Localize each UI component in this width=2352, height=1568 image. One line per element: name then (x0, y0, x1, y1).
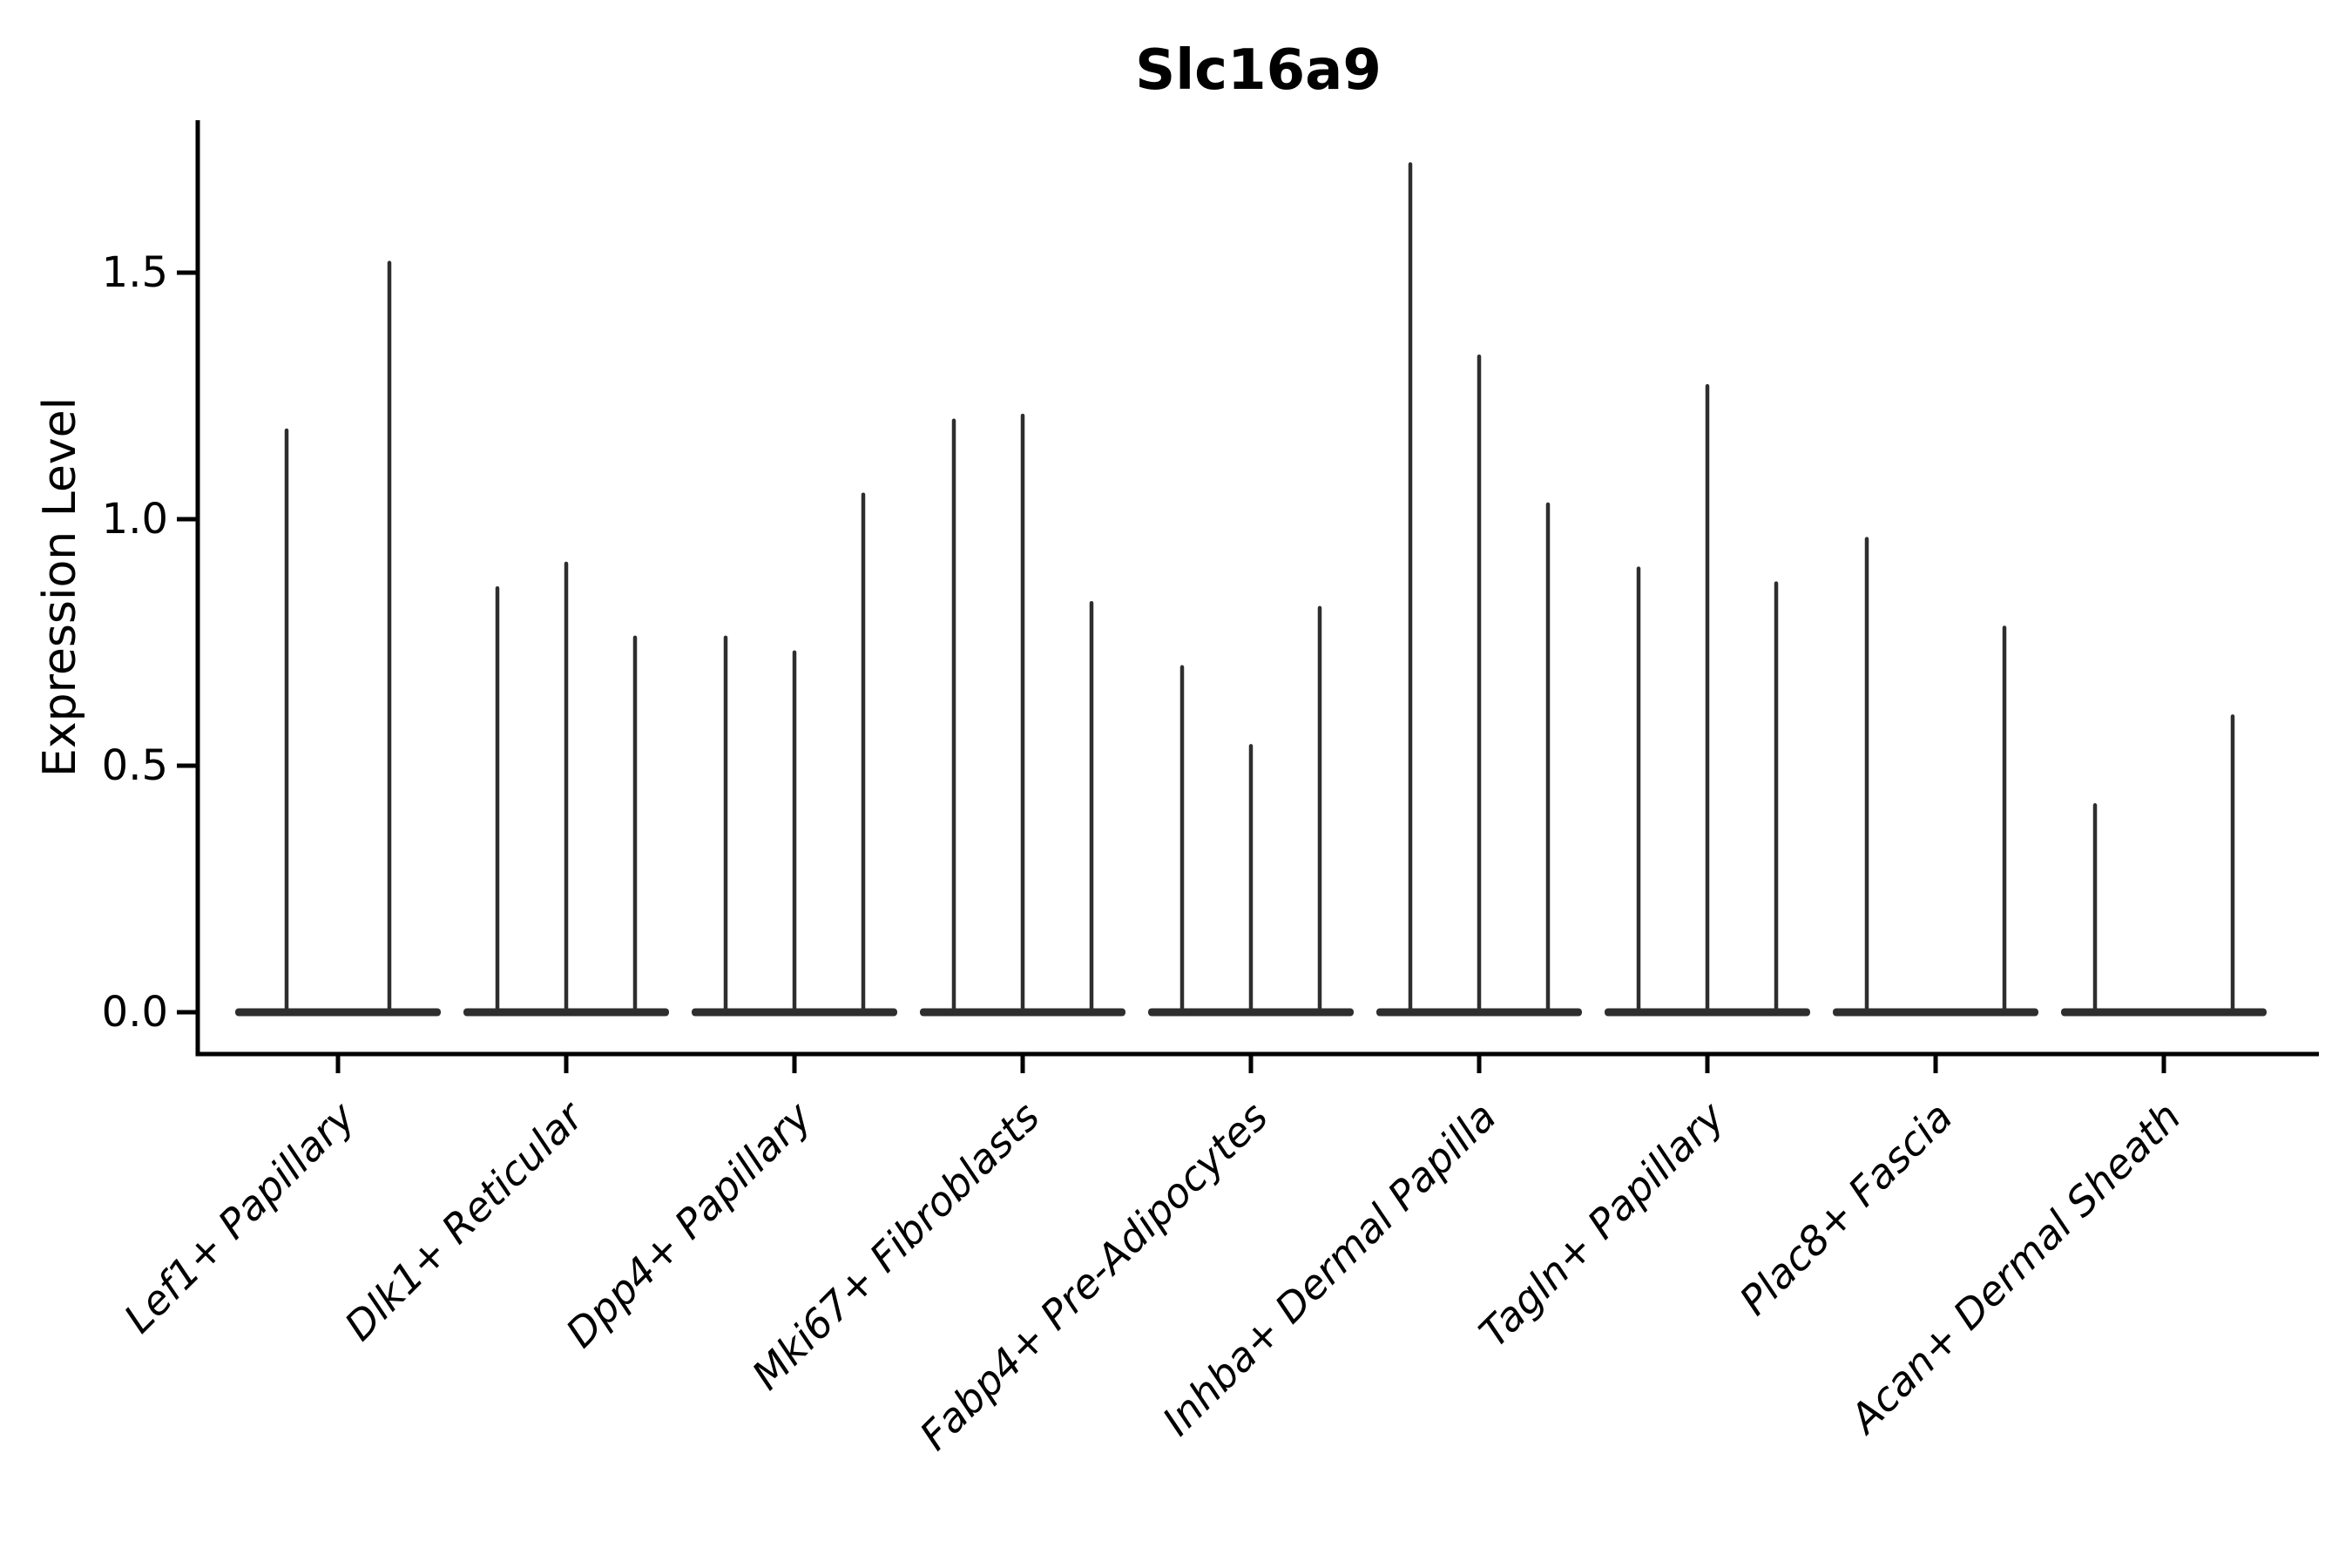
x-category-label: Lef1+ Papillary (115, 1092, 364, 1342)
y-tick-label: 1.5 (102, 248, 168, 297)
x-category-label: Tagln+ Papillary (1470, 1092, 1734, 1356)
chart-title: Slc16a9 (1135, 38, 1382, 103)
violin-baseline (235, 1008, 441, 1017)
y-tick-label: 0.5 (102, 741, 168, 790)
violin-baseline (1833, 1008, 2038, 1017)
x-category-label: Plac8+ Fascia (1730, 1093, 1961, 1324)
y-tick-label: 1.0 (102, 495, 168, 544)
y-tick-label: 0.0 (102, 988, 168, 1037)
x-category-label: Dpp4+ Papillary (557, 1092, 821, 1356)
violin-baseline (2061, 1008, 2267, 1017)
x-category-label: Dlk1+ Reticular (335, 1091, 594, 1349)
